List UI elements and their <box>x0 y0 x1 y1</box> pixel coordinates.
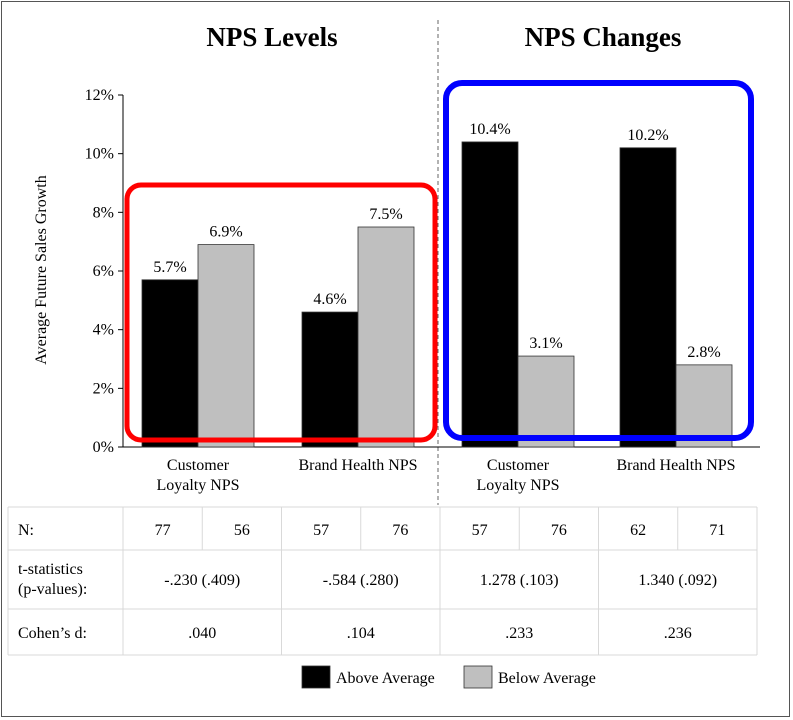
bar-value-label: 4.6% <box>313 291 346 308</box>
highlight-box-changes <box>443 80 754 441</box>
bar-value-label: 6.9% <box>209 224 242 241</box>
category-labels-group: Customer Loyalty NPS Brand Health NPS Custo… <box>156 457 735 494</box>
bar-value-label: 2.8% <box>687 344 720 361</box>
legend-swatch <box>463 665 493 689</box>
table-cell-t: -.584 (.280) <box>323 572 399 589</box>
category-label: Loyalty NPS <box>156 477 239 494</box>
table-row-label-n: N: <box>18 522 34 539</box>
bar-above-average <box>619 147 677 448</box>
bar-value-label: 3.1% <box>529 335 562 352</box>
legend: Above Average Below Average <box>301 665 596 689</box>
bar-below-average <box>197 244 255 448</box>
table-cell-n: 76 <box>551 522 567 539</box>
category-label: Customer <box>167 457 230 474</box>
table-cell-d: .236 <box>664 625 692 642</box>
y-axis-label: Average Future Sales Growth <box>33 175 50 364</box>
bar-below-average <box>675 364 733 448</box>
legend-label: Above Average <box>336 670 435 687</box>
table-cell-n: 57 <box>313 522 329 539</box>
category-label: Brand Health NPS <box>616 457 735 474</box>
table-cell-t: -.230 (.409) <box>164 572 240 589</box>
table-cell-d: .104 <box>347 625 375 642</box>
table-cell-n: 62 <box>630 522 646 539</box>
highlight-boxes <box>124 80 754 443</box>
bar-value-label: 10.4% <box>469 121 510 138</box>
stats-table: N: t-statistics (p-values): Cohen’s d: 77 56 5… <box>7 506 758 656</box>
bar-below-average <box>357 226 415 448</box>
y-tick-label: 0% <box>93 439 114 456</box>
category-label: Customer <box>487 457 550 474</box>
table-cell-t: 1.278 (.103) <box>480 572 559 589</box>
bar-value-label: 7.5% <box>369 206 402 223</box>
bars-group <box>141 141 733 448</box>
bar-below-average <box>517 355 575 448</box>
table-cell-n: 76 <box>392 522 408 539</box>
category-label: Loyalty NPS <box>476 477 559 494</box>
y-tick-label: 12% <box>85 87 114 104</box>
table-cell-n: 56 <box>234 522 250 539</box>
panel-title-nps-levels: NPS Levels <box>206 22 337 52</box>
table-cell-d: .233 <box>505 625 533 642</box>
y-axis: 0% 2% 4% 6% 8% 10% 12% <box>85 87 760 456</box>
value-labels-group: 5.7% 6.9% 4.6% 7.5% 10.4% 3.1% 10.2% 2.8% <box>153 121 720 361</box>
y-tick-label: 8% <box>93 204 114 221</box>
y-tick-label: 2% <box>93 380 114 397</box>
table-cell-t: 1.340 (.092) <box>638 572 717 589</box>
legend-swatch <box>301 665 331 689</box>
table-cell-n: 77 <box>155 522 171 539</box>
bar-above-average <box>301 311 359 448</box>
legend-label: Below Average <box>498 670 596 687</box>
bar-above-average <box>461 141 519 448</box>
highlight-box-levels <box>124 182 438 443</box>
table-row-label-t: (p-values): <box>18 581 87 598</box>
panel-title-nps-changes: NPS Changes <box>525 22 682 52</box>
table-cell-n: 57 <box>472 522 488 539</box>
table-cell-n: 71 <box>709 522 725 539</box>
category-label: Brand Health NPS <box>298 457 417 474</box>
y-tick-label: 10% <box>85 146 114 163</box>
bar-value-label: 5.7% <box>153 259 186 276</box>
table-row-label-t: t-statistics <box>18 561 83 578</box>
table-cell-d: .040 <box>188 625 216 642</box>
bar-above-average <box>141 279 199 448</box>
bar-value-label: 10.2% <box>627 127 668 144</box>
table-row-label-d: Cohen’s d: <box>18 625 87 642</box>
y-tick-label: 4% <box>93 322 114 339</box>
y-tick-label: 6% <box>93 263 114 280</box>
